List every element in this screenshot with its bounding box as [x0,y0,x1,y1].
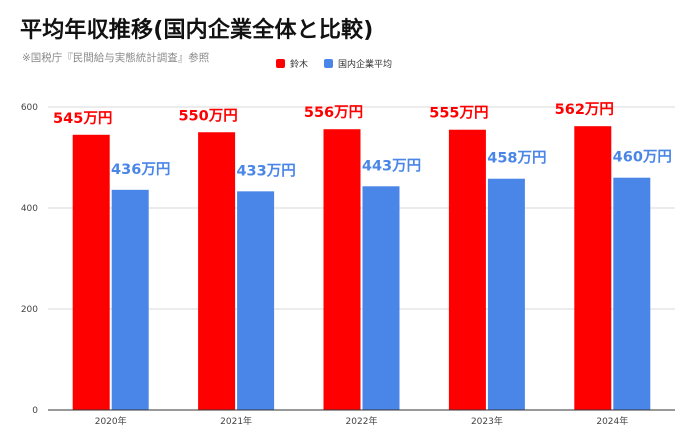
data-label-national-average: 458万円 [487,150,546,167]
legend-label-national-average: 国内企業平均 [338,60,393,70]
bar-suzuki-2024年 [574,126,612,410]
bar-suzuki-2020年 [72,134,110,410]
x-tick-label: 2020年 [95,415,127,427]
y-tick-label: 400 [21,204,38,214]
bar-suzuki-2023年 [448,129,486,410]
bar-national-average-2021年 [237,191,275,410]
data-label-suzuki: 545万円 [53,110,112,127]
data-label-suzuki: 556万円 [304,104,363,121]
x-tick-label: 2022年 [346,415,378,427]
y-tick-label: 0 [32,406,38,416]
legend-item-national-average: 国内企業平均 [324,57,392,70]
data-label-national-average: 433万円 [236,162,295,179]
bar-suzuki-2021年 [198,132,236,410]
legend-swatch-national-average [324,59,334,68]
x-tick-label: 2024年 [596,415,628,427]
data-label-suzuki: 562万円 [555,101,614,118]
bar-suzuki-2022年 [323,129,361,410]
chart-source-note: ※国税庁『民間給与実態統計調査』参照 [22,52,210,64]
data-label-suzuki: 550万円 [178,107,237,124]
data-label-national-average: 436万円 [111,161,170,178]
chart-legend: 鈴木 国内企業平均 [276,57,408,70]
gridlines [48,106,675,310]
bars [72,126,651,410]
chart-title: 平均年収推移(国内企業全体と比較) [20,18,374,43]
y-tick-label: 600 [21,103,38,113]
data-label-national-average: 443万円 [362,157,421,174]
legend-swatch-suzuki [276,59,285,68]
data-label-national-average: 460万円 [613,149,672,166]
bar-national-average-2023年 [487,178,525,410]
data-labels: 545万円 436万円 550万円 433万円 556万円 443万円 555万円 458万円… [53,101,672,179]
data-label-suzuki: 555万円 [429,105,488,122]
x-tick-label: 2021年 [220,415,252,427]
legend-label-suzuki: 鈴木 [290,60,309,70]
bar-national-average-2024年 [613,177,651,410]
bar-national-average-2020年 [111,189,149,410]
axes: 0 200 400 600 2020年 2021年 2022年 2023年 2024年 [21,103,675,427]
x-tick-label: 2023年 [471,415,503,427]
bar-national-average-2022年 [362,186,400,410]
legend-item-suzuki: 鈴木 [276,57,308,70]
y-tick-label: 200 [21,305,38,315]
